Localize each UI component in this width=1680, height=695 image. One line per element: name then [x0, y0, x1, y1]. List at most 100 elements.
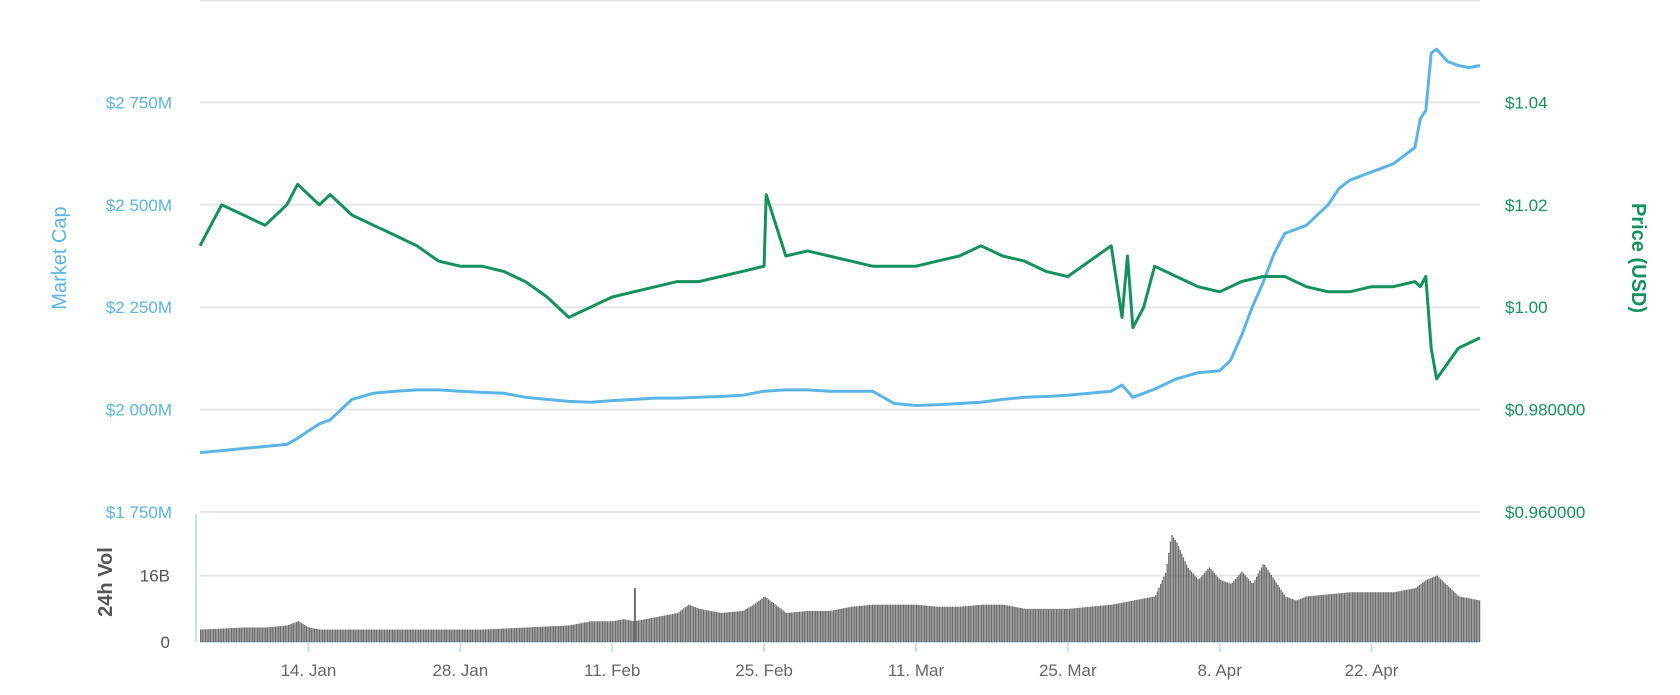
- volume-bar: [239, 627, 241, 642]
- volume-bar: [1036, 608, 1038, 642]
- volume-bar: [1309, 596, 1311, 642]
- volume-bar: [317, 629, 319, 642]
- volume-bar: [1260, 567, 1263, 642]
- volume-bar: [299, 622, 301, 642]
- volume-bar: [626, 619, 628, 642]
- volume-bar: [837, 609, 840, 642]
- volume-bar: [1301, 598, 1303, 642]
- volume-bar: [335, 629, 337, 642]
- volume-bar: [510, 628, 513, 642]
- volume-bar: [356, 629, 358, 642]
- volume-bar: [1033, 608, 1035, 642]
- volume-bar: [1064, 608, 1066, 642]
- volume-bar: [235, 627, 238, 642]
- volume-bar: [1282, 592, 1284, 642]
- volume-bar: [1285, 596, 1287, 642]
- volume-bar: [271, 626, 273, 642]
- volume-bar: [649, 618, 651, 642]
- volume-bar: [221, 628, 223, 642]
- volume-bar: [1415, 587, 1417, 642]
- volume-bar: [1363, 592, 1365, 642]
- volume-bar: [855, 606, 858, 642]
- volume-bar: [600, 621, 602, 642]
- volume-bar: [1221, 580, 1224, 642]
- volume-bar: [227, 628, 229, 642]
- volume-bar: [719, 612, 721, 642]
- volume-bar: [683, 608, 685, 642]
- volume-bar: [720, 612, 722, 642]
- volume-bar: [1304, 596, 1307, 642]
- volume-bar: [964, 606, 967, 642]
- volume-bar: [946, 606, 949, 642]
- volume-bar: [222, 628, 225, 642]
- volume-bar: [1016, 607, 1019, 642]
- volume-bar: [767, 599, 770, 642]
- volume-bar: [666, 614, 669, 642]
- volume-bar: [398, 629, 400, 642]
- volume-bar: [1104, 605, 1106, 642]
- volume-bar: [1111, 604, 1113, 642]
- volume-bar: [995, 604, 997, 642]
- volume-bar: [1015, 607, 1017, 642]
- volume-bar: [240, 627, 242, 642]
- x-tick-label: 11. Mar: [888, 661, 945, 680]
- volume-bar: [296, 621, 298, 642]
- volume-bar: [567, 625, 570, 642]
- volume-bar: [644, 619, 646, 642]
- volume-bar: [1203, 572, 1206, 642]
- volume-bar: [1225, 581, 1227, 642]
- volume-bar: [1477, 600, 1479, 642]
- right-tick-label: $0.980000: [1505, 401, 1585, 420]
- volume-bar: [525, 627, 527, 642]
- volume-bar: [1055, 608, 1058, 642]
- volume-bar: [1026, 608, 1028, 642]
- volume-bar: [1449, 588, 1451, 642]
- volume-bar: [1094, 606, 1097, 642]
- volume-bar: [372, 629, 374, 642]
- volume-bar: [769, 600, 771, 642]
- volume-bar: [889, 604, 892, 642]
- volume-bar: [1133, 600, 1136, 642]
- volume-bar: [985, 604, 988, 642]
- volume-bar: [247, 627, 249, 642]
- volume-bar: [465, 629, 467, 642]
- volume-bar: [1155, 595, 1157, 642]
- volume-bar: [1008, 605, 1010, 642]
- volume-bar: [668, 614, 670, 642]
- volume-bar: [759, 599, 762, 642]
- volume-bar: [608, 621, 610, 642]
- volume-bar: [606, 621, 609, 642]
- volume-bar: [894, 604, 897, 642]
- volume-bar: [950, 606, 952, 642]
- volume-bar: [1130, 600, 1133, 642]
- volume-bar: [369, 629, 371, 642]
- volume-axis-title: 24h Vol: [95, 547, 117, 617]
- volume-bar: [1101, 605, 1103, 642]
- volume-bar: [328, 629, 330, 642]
- volume-bar: [663, 615, 666, 642]
- volume-bar: [1143, 598, 1146, 642]
- volume-bar: [370, 629, 373, 642]
- volume-bar: [479, 629, 482, 642]
- volume-bar: [754, 603, 757, 642]
- volume-bar: [1358, 592, 1360, 642]
- volume-bar: [274, 626, 277, 642]
- right-tick-label: $0.960000: [1505, 503, 1585, 522]
- volume-bar: [422, 629, 425, 642]
- volume-bar: [312, 628, 314, 642]
- volume-bar: [1114, 604, 1116, 642]
- volume-bar: [1166, 564, 1168, 642]
- volume-bar: [502, 628, 504, 642]
- volume-bar: [880, 604, 882, 642]
- volume-bar: [336, 629, 338, 642]
- volume-bar: [701, 609, 703, 642]
- volume-bar: [344, 629, 347, 642]
- volume-bar: [917, 604, 919, 642]
- x-tick-label: 25. Feb: [735, 661, 793, 680]
- volume-bar: [431, 629, 433, 642]
- volume-bar: [211, 629, 213, 642]
- price-line: [198, 182, 1481, 381]
- volume-bar: [1208, 567, 1211, 642]
- volume-bar: [933, 606, 936, 642]
- volume-bar: [357, 629, 360, 642]
